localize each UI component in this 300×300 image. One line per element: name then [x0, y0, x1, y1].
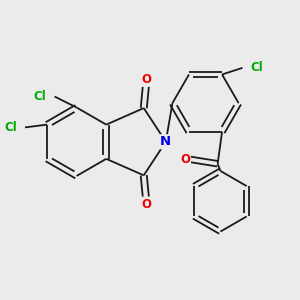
- Text: Cl: Cl: [4, 121, 17, 134]
- Text: O: O: [142, 73, 152, 86]
- Text: O: O: [180, 153, 190, 166]
- Text: O: O: [142, 197, 152, 211]
- Text: N: N: [160, 135, 171, 148]
- Text: Cl: Cl: [251, 61, 263, 74]
- Text: Cl: Cl: [34, 90, 46, 103]
